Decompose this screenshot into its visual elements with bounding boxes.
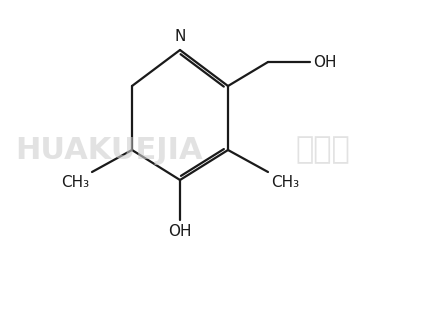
Text: CH₃: CH₃ [271,175,299,190]
Text: CH₃: CH₃ [61,175,89,190]
Text: OH: OH [313,54,337,69]
Text: 化学加: 化学加 [295,135,350,164]
Text: N: N [174,29,186,44]
Text: HUAKUEJIA: HUAKUEJIA [15,135,203,164]
Text: OH: OH [168,224,192,239]
